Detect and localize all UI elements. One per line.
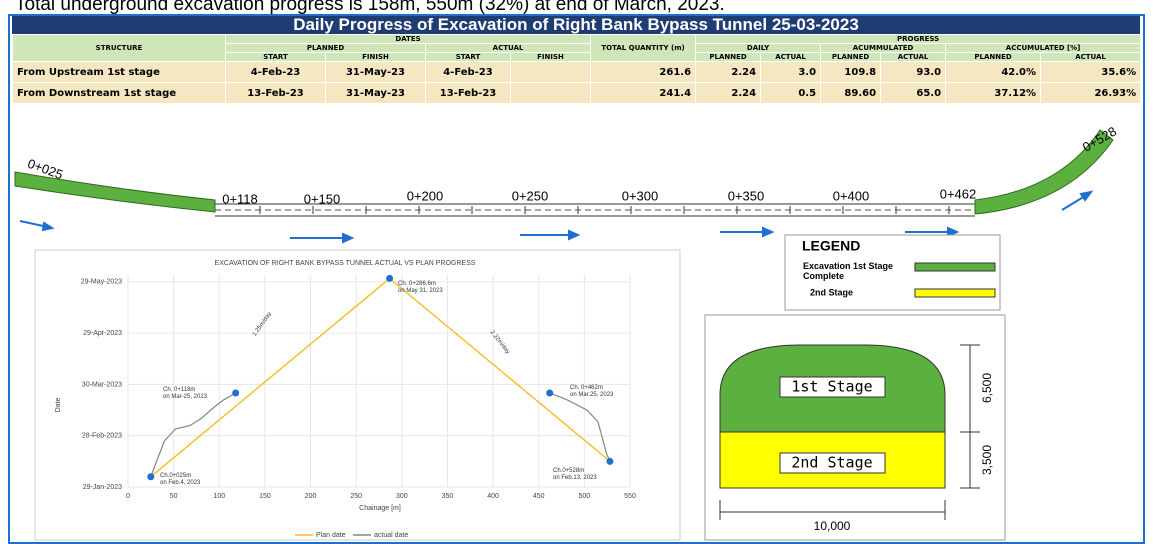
table-body: From Upstream 1st stage 4-Feb-23 31-May-23… [12,61,1142,104]
table-cell: 31-May-23 [325,82,426,104]
th: PLANNED [945,52,1042,62]
th: TOTAL QUANTITY (m) [590,34,697,62]
table-cell: 31-May-23 [325,61,426,83]
table-cell: 93.0 [880,61,947,83]
th: FINISH [509,52,592,62]
header-text: Total underground excavation progress is… [15,0,725,15]
table-cell: 2.24 [695,61,762,83]
th: ACUMMULATED [820,43,947,53]
th: PLANNED [820,52,882,62]
table-row: From Upstream 1st stage 4-Feb-23 31-May-23… [12,61,1142,83]
th: ACTUAL [1040,52,1142,62]
table-cell: 261.6 [590,61,697,83]
table-cell: 0.5 [760,82,822,104]
table-cell: From Downstream 1st stage [12,82,226,104]
table-cell: 26.93% [1040,82,1142,104]
th: STRUCTURE [12,34,226,62]
table-cell: 42.0% [945,61,1042,83]
table-cell: 2.24 [695,82,762,104]
table-cell: 35.6% [1040,61,1142,83]
table-cell: From Upstream 1st stage [12,61,226,83]
table-cell: 241.4 [590,82,697,104]
title: Daily Progress of Excavation of Right Ba… [12,16,1140,34]
th: START [425,52,511,62]
table-cell: 109.8 [820,61,882,83]
table-cell: 3.0 [760,61,822,83]
th: ACCUMULATED [%] [945,43,1142,53]
th: START [225,52,326,62]
th: FINISH [325,52,426,62]
table-cell [509,61,592,83]
table-row: From Downstream 1st stage 13-Feb-23 31-May… [12,82,1142,104]
th: ACTUAL [424,43,592,53]
th: PLANNED [225,43,426,53]
th: DATES [224,34,592,44]
table-cell: 37.12% [945,82,1042,104]
frame [8,14,1145,544]
table-cell [509,82,592,104]
table-cell: 13-Feb-23 [425,82,511,104]
table-cell: 4-Feb-23 [225,61,326,83]
table-cell: 13-Feb-23 [225,82,326,104]
table-cell: 65.0 [880,82,947,104]
progress-table: STRUCTURE DATES TOTAL QUANTITY (m) PROGR… [12,34,1142,104]
table-cell: 4-Feb-23 [425,61,511,83]
th: PLANNED [695,52,762,62]
th: DAILY [695,43,822,53]
th: ACTUAL [760,52,822,62]
th: ACTUAL [880,52,947,62]
th: PROGRESS [695,34,1142,44]
table-cell: 89.60 [820,82,882,104]
